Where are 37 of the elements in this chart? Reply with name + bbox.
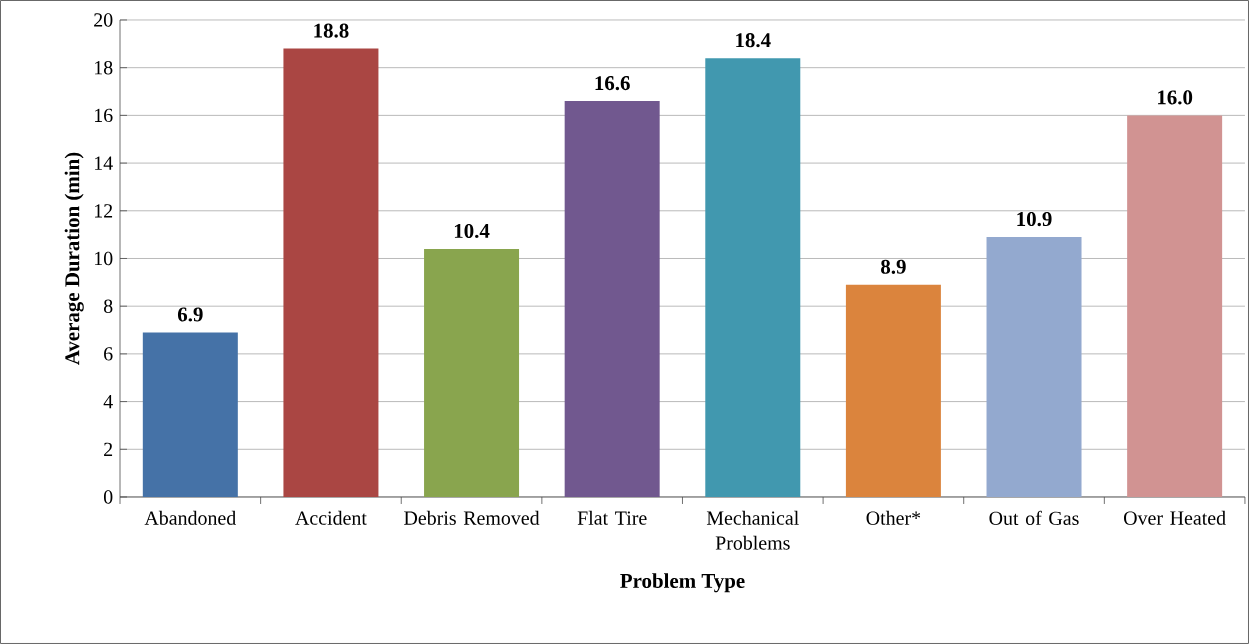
bar xyxy=(283,48,379,497)
y-tick-label: 16 xyxy=(94,108,113,123)
x-tick-label: Abandoned xyxy=(144,510,236,525)
x-tick-label: Debris Removed xyxy=(404,510,540,525)
y-tick-label: 20 xyxy=(94,13,113,27)
x-tick-label: Mechanical Problems xyxy=(706,510,799,550)
x-tick-label: Over Heated xyxy=(1124,510,1226,525)
data-label: 16.6 xyxy=(595,76,630,91)
y-tick-label: 2 xyxy=(104,442,113,456)
data-label: 16.0 xyxy=(1158,90,1193,105)
y-axis-title: Average Duration (min) xyxy=(64,152,84,365)
y-tick-label: 0 xyxy=(103,490,113,504)
data-label: 18.4 xyxy=(736,33,771,48)
data-label: 10.9 xyxy=(1017,211,1052,227)
y-tick-label: 8 xyxy=(103,299,113,313)
x-tick-label: Accident xyxy=(295,510,367,525)
data-label: 8.9 xyxy=(881,259,906,274)
bar xyxy=(424,248,520,497)
x-axis-title: Problem Type xyxy=(620,573,745,593)
data-label: 6.9 xyxy=(177,307,203,322)
x-tick-label: Other* xyxy=(866,510,921,525)
bar xyxy=(986,237,1082,497)
y-tick-label: 4 xyxy=(103,395,113,409)
y-tick-label: 18 xyxy=(94,60,113,75)
data-label: 10.4 xyxy=(454,223,490,239)
y-tick-label: 12 xyxy=(94,204,113,218)
x-tick-label: Flat Tire xyxy=(577,510,647,525)
bar xyxy=(564,101,660,497)
y-tick-label: 6 xyxy=(104,347,113,361)
x-tick-label: Out of Gas xyxy=(989,510,1079,526)
y-tick-label: 14 xyxy=(94,156,113,170)
bar xyxy=(845,284,941,497)
data-label: 18.8 xyxy=(314,23,349,38)
bar xyxy=(705,58,801,497)
bar xyxy=(142,332,238,497)
y-tick-label: 10 xyxy=(94,251,113,266)
bar xyxy=(1127,115,1223,497)
